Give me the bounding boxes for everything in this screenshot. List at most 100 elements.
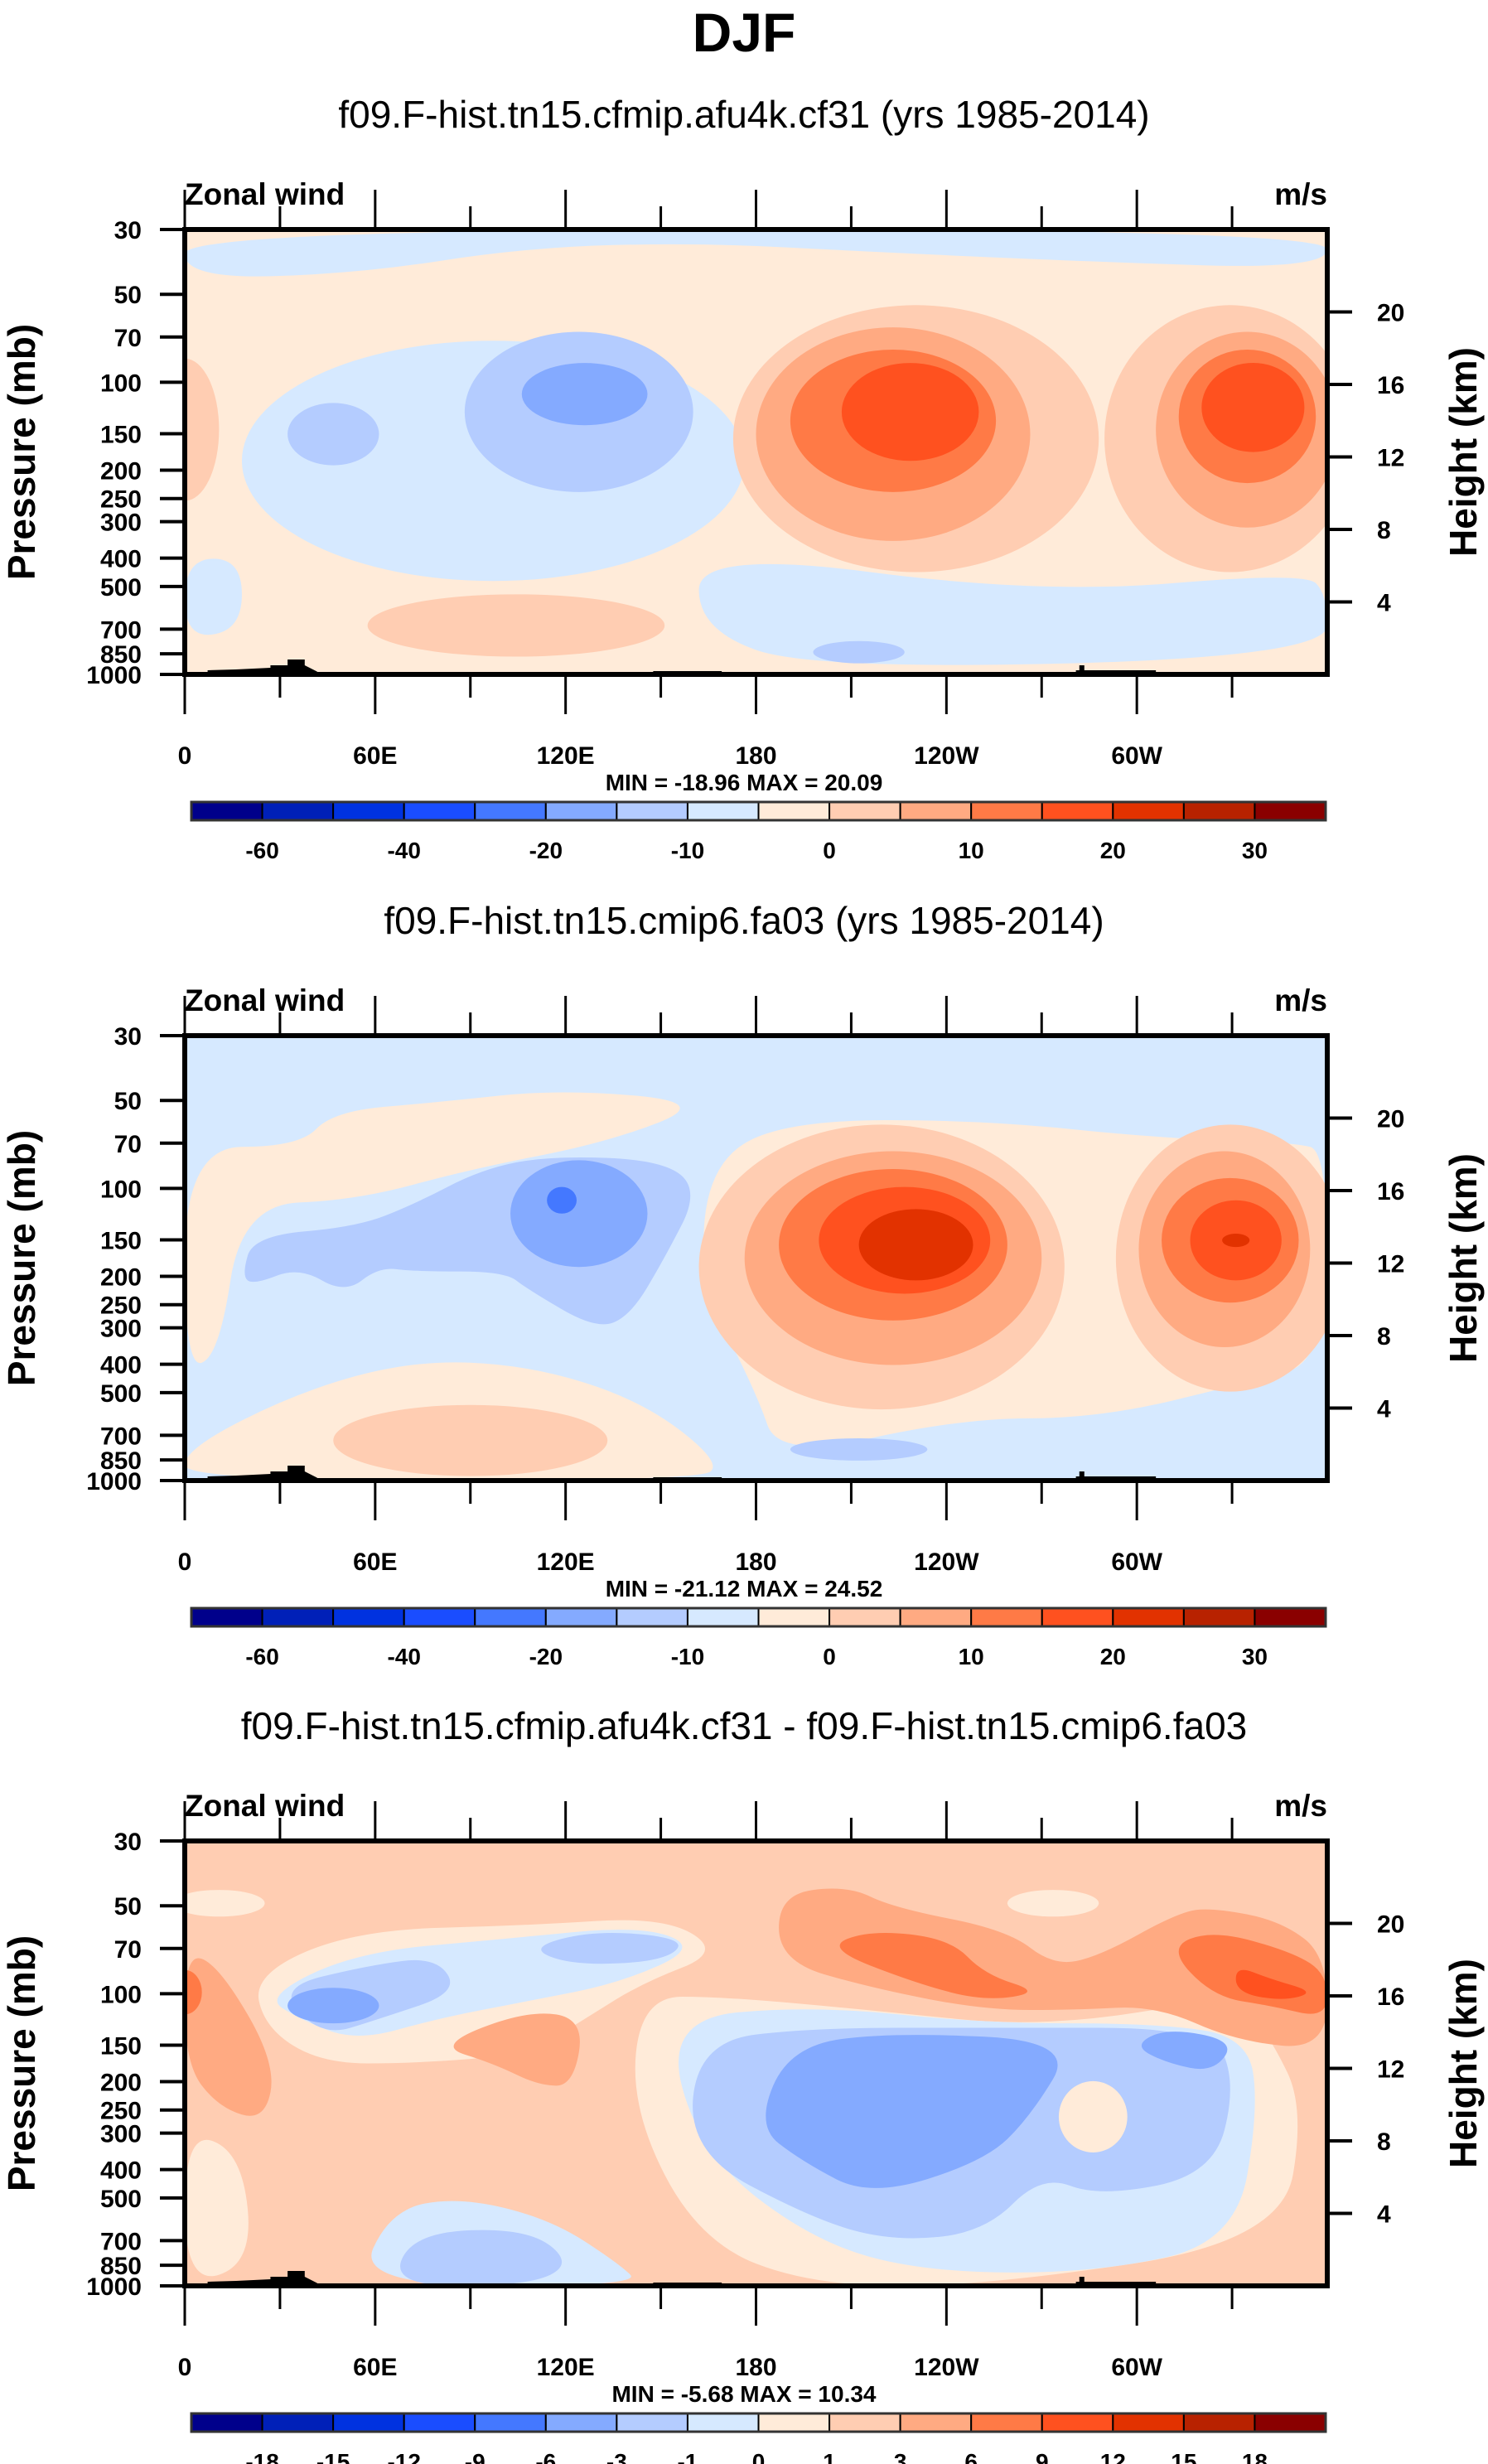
y-tick-label: 500 [100, 574, 142, 602]
colorbar: -60 -40 -20 -10 0 10 20 30 [190, 800, 1327, 863]
left-string: Zonal wind [185, 983, 345, 1017]
y-axis-label: Pressure (mb) [0, 1935, 43, 2191]
colorbar-box [403, 801, 476, 821]
panel-title: f09.F-hist.tn15.cfmip.afu4k.cf31 - f09.F… [241, 1704, 1247, 1747]
y-tick-label: 500 [100, 1380, 142, 1408]
contour-region [1222, 1233, 1250, 1248]
colorbar-label: -60 [245, 1644, 278, 1669]
x-tick-label: 120W [914, 742, 979, 770]
colorbar-label: 18 [1242, 2449, 1268, 2464]
x-tick-label: 0 [178, 742, 192, 770]
colorbar-frame [190, 2412, 1327, 2433]
topography-mask [207, 659, 322, 674]
y-right-tick-label: 12 [1377, 2056, 1404, 2083]
colorbar-box [686, 1607, 760, 1627]
topography-mask [207, 1466, 322, 1481]
colorbar-label: -10 [671, 1644, 704, 1669]
colorbar-box [899, 801, 973, 821]
x-tick-label: 120E [537, 742, 595, 770]
y-axis-label: Pressure (mb) [0, 324, 43, 580]
y-tick-label: 30 [114, 1023, 142, 1051]
contour-region [185, 2139, 249, 2277]
colorbar-box [829, 801, 901, 821]
chart-panel-3: f09.F-hist.tn15.cfmip.afu4k.cf31 - f09.F… [0, 1704, 1485, 2464]
colorbar-box [1112, 1607, 1185, 1627]
contour-region [453, 2013, 580, 2086]
figure-title: DJF [693, 2, 796, 63]
contour-region [698, 563, 1327, 665]
colorbar-box [616, 1607, 688, 1627]
chart-panel-2: f09.F-hist.tn15.cmip6.fa03 (yrs 1985-201… [0, 899, 1485, 1669]
colorbar-label: 30 [1242, 1644, 1268, 1669]
y-right-axis-label: Height (km) [1442, 1153, 1485, 1363]
y-tick-label: 30 [114, 1829, 142, 1856]
contour-fill [185, 229, 1327, 674]
panel-title: f09.F-hist.tn15.cmip6.fa03 (yrs 1985-201… [384, 899, 1104, 942]
colorbar-label: -10 [671, 838, 704, 863]
x-tick-label: 60W [1111, 742, 1162, 770]
y-tick-label: 250 [100, 2098, 142, 2125]
y-tick-label: 50 [114, 282, 142, 309]
contour-region [185, 1890, 265, 1917]
y-tick-label: 200 [100, 1264, 142, 1292]
colorbar-label: -40 [387, 1644, 420, 1669]
colorbar-box [970, 801, 1043, 821]
contour-region [839, 1932, 1028, 1998]
right-string: m/s [1274, 1789, 1327, 1823]
y-tick-label: 1000 [86, 2273, 142, 2301]
colorbar-box [544, 801, 618, 821]
y-tick-label: 700 [100, 616, 142, 644]
colorbar-label: 0 [752, 2449, 766, 2464]
y-right-tick-label: 20 [1377, 1911, 1404, 1938]
colorbar-label: 20 [1100, 838, 1126, 863]
min-max-stats: MIN = -18.96 MAX = 20.09 [606, 770, 883, 795]
colorbar-box [686, 2413, 760, 2433]
x-tick-label: 60E [353, 2354, 397, 2381]
colorbar-box [757, 801, 831, 821]
y-tick-label: 400 [100, 546, 142, 573]
x-tick-label: 120W [914, 2354, 979, 2381]
colorbar-box [403, 1607, 476, 1627]
y-right-tick-label: 20 [1377, 299, 1404, 326]
y-right-tick-label: 20 [1377, 1105, 1404, 1133]
contour-region [1058, 2080, 1128, 2152]
y-tick-label: 700 [100, 2228, 142, 2255]
y-tick-label: 70 [114, 325, 142, 352]
colorbar-box [1254, 2413, 1326, 2433]
colorbar-label: 9 [1036, 2449, 1049, 2464]
contour-region [1141, 2032, 1228, 2070]
y-tick-label: 200 [100, 2070, 142, 2097]
y-tick-label: 70 [114, 1131, 142, 1158]
contour-region [779, 1888, 1327, 2046]
y-right-axis-label: Height (km) [1442, 1959, 1485, 2168]
colorbar-label: 15 [1171, 2449, 1196, 2464]
x-tick-label: 120E [537, 1548, 595, 1576]
y-tick-label: 50 [114, 1088, 142, 1115]
colorbar-box [1182, 1607, 1256, 1627]
colorbar-box [544, 1607, 618, 1627]
colorbar-label: -60 [245, 838, 278, 863]
y-tick-label: 850 [100, 641, 142, 669]
contour-region [185, 558, 242, 635]
y-right-axis-label: Height (km) [1442, 347, 1485, 557]
y-right-tick-label: 12 [1377, 1250, 1404, 1278]
colorbar-box [616, 801, 688, 821]
min-max-stats: MIN = -21.12 MAX = 24.52 [606, 1576, 883, 1602]
colorbar-label: 10 [959, 838, 984, 863]
y-tick-label: 300 [100, 1316, 142, 1343]
colorbar: -18 -15 -12 -9 -6 -3 -1 0 1 3 6 9 12 15 18 [190, 2412, 1327, 2464]
contour-region [1201, 363, 1305, 452]
y-right-tick-label: 4 [1377, 2201, 1391, 2228]
contour-region [185, 1092, 680, 1364]
colorbar-box [261, 801, 335, 821]
y-tick-label: 70 [114, 1936, 142, 1964]
y-tick-label: 300 [100, 2121, 142, 2148]
y-tick-label: 100 [100, 1981, 142, 2008]
colorbar-box [1112, 801, 1185, 821]
x-tick-label: 180 [735, 2354, 776, 2381]
contour-region [287, 1988, 379, 2024]
colorbar-box [261, 2413, 335, 2433]
y-tick-label: 150 [100, 1227, 142, 1254]
colorbar-box [829, 2413, 901, 2433]
